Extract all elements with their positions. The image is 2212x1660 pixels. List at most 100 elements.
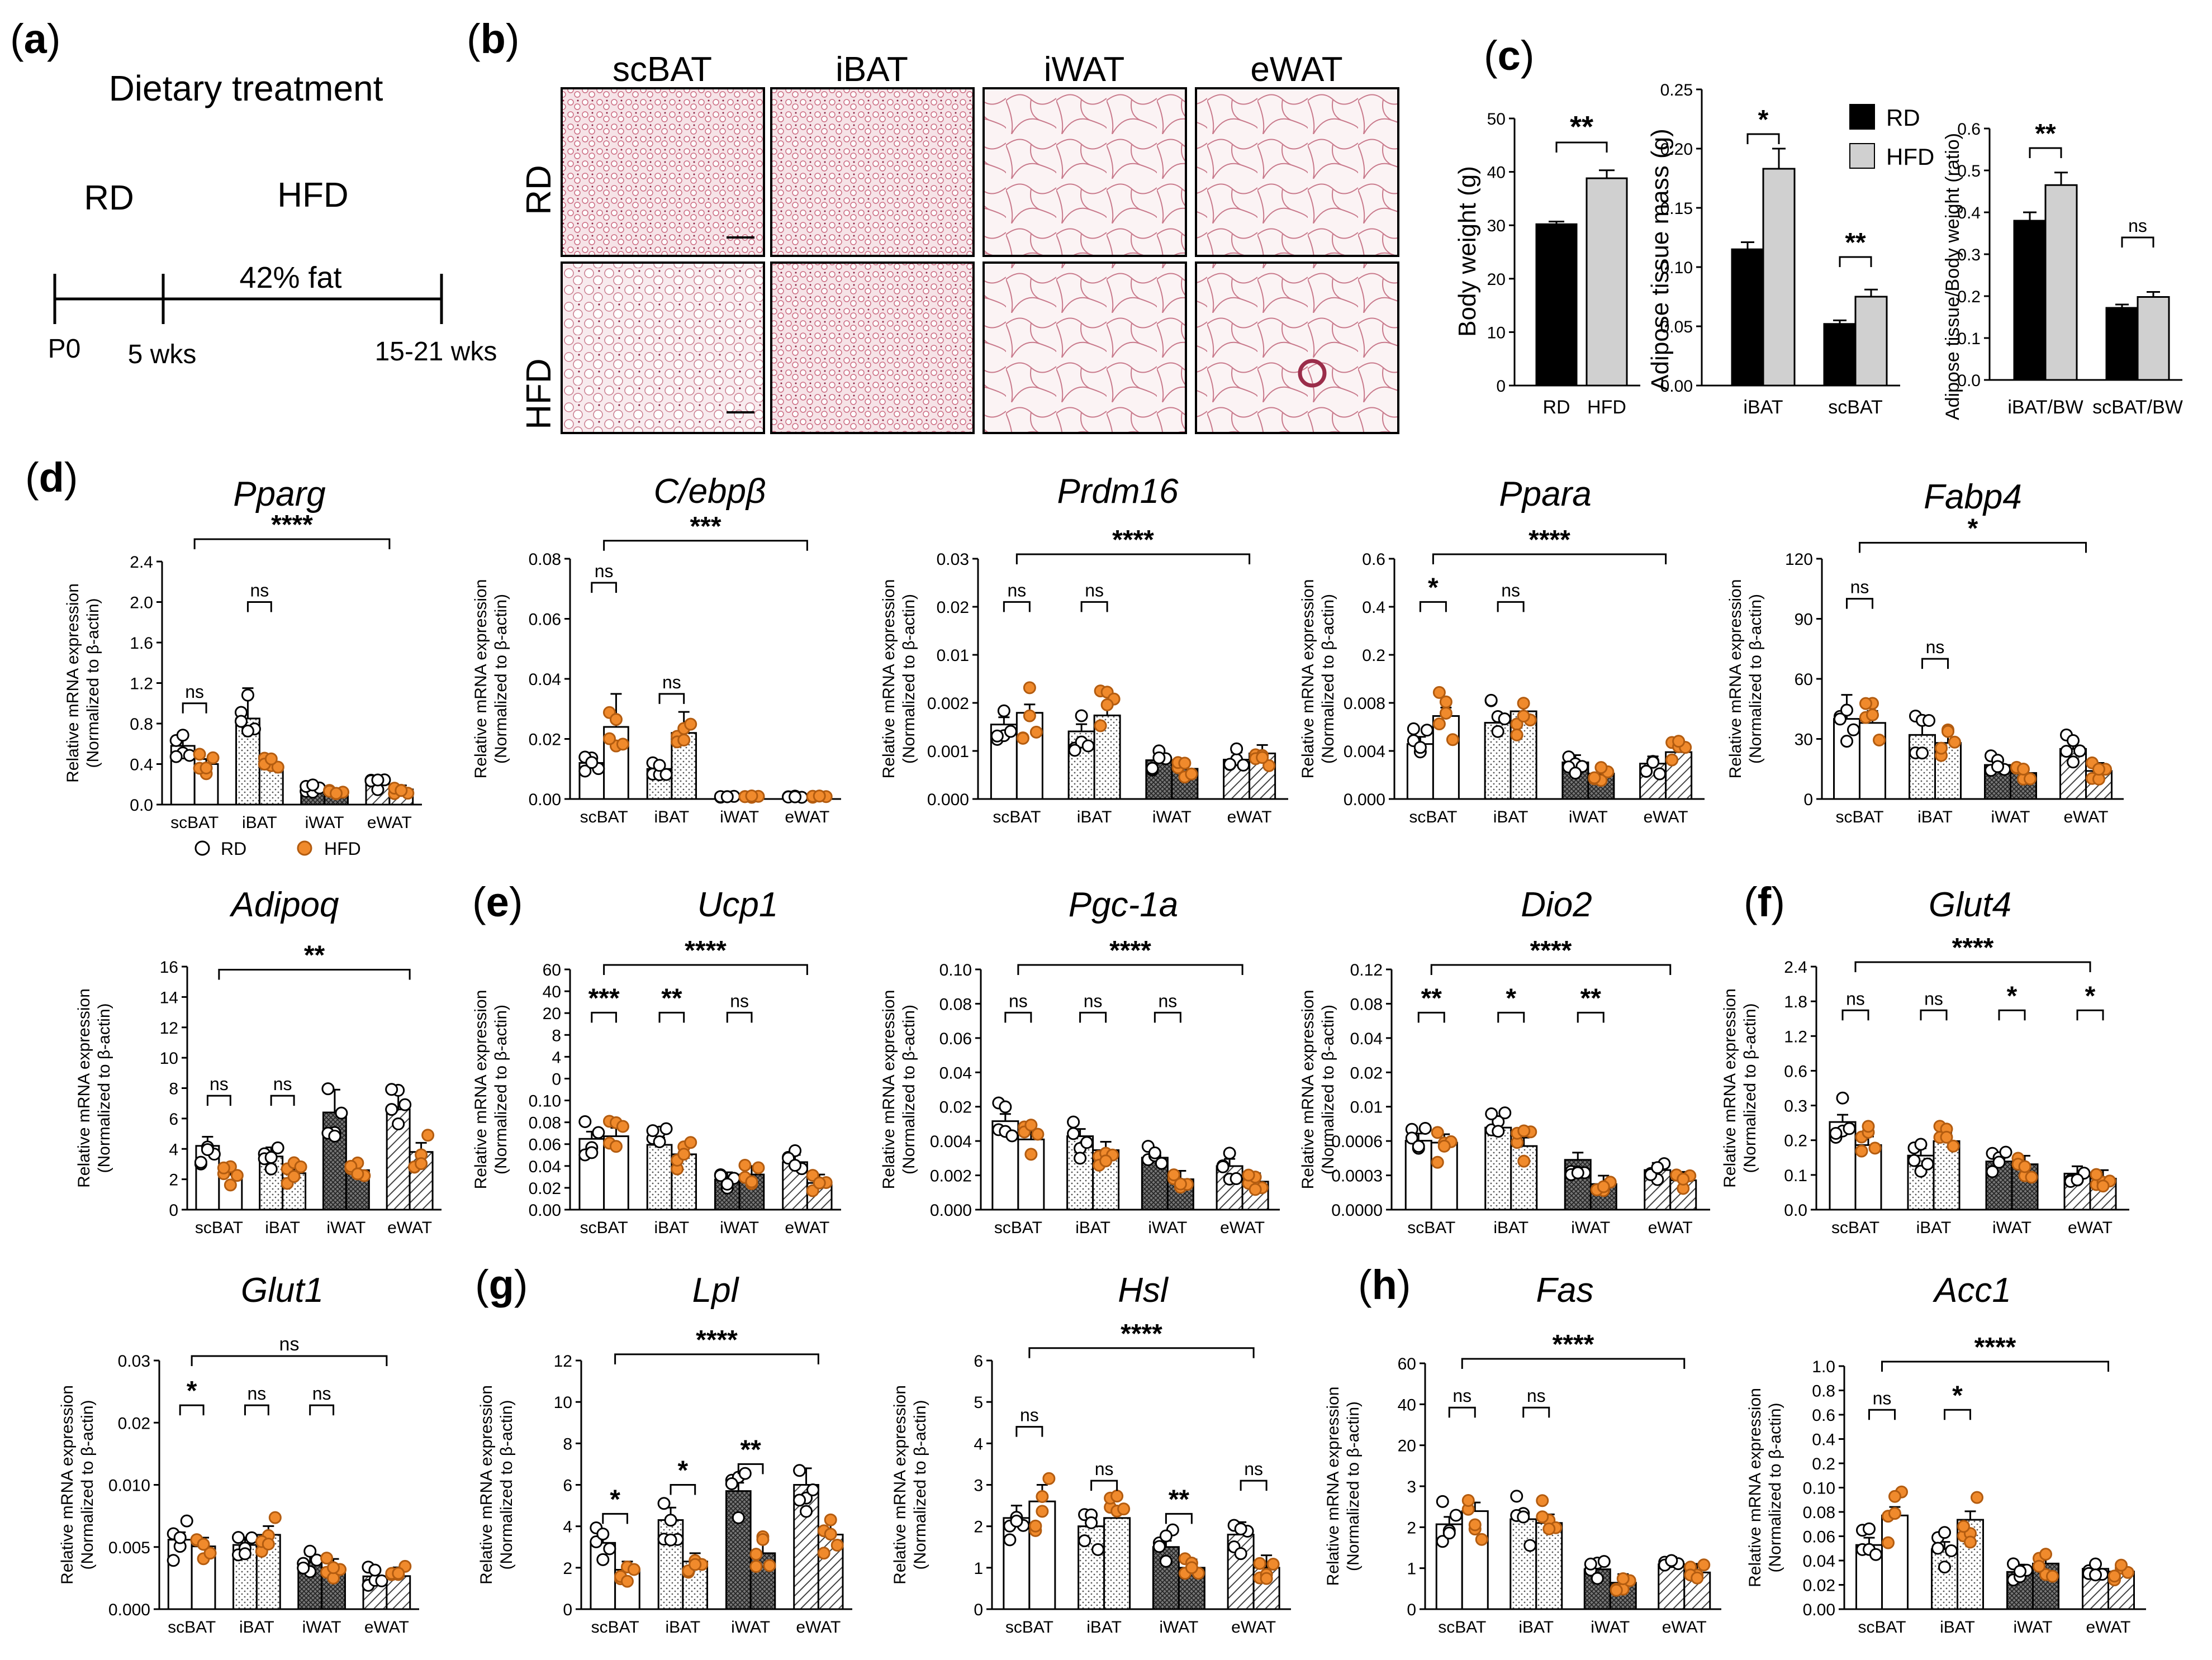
ucp1-ylabel-1: Relative mRNA expression bbox=[472, 990, 490, 1190]
c1-y-tick-label: 30 bbox=[1487, 217, 1506, 235]
prdm16-point-rd bbox=[1075, 709, 1088, 722]
c3-bar-HFD bbox=[2137, 296, 2170, 381]
c2-sig-label: * bbox=[1758, 105, 1769, 135]
fas-point-hfd bbox=[1616, 1572, 1630, 1585]
glut1-point-rd bbox=[167, 1554, 180, 1567]
pparg-x-label: iBAT bbox=[242, 814, 277, 832]
glut1-x-label: eWAT bbox=[364, 1618, 409, 1637]
c1-bar bbox=[1586, 177, 1628, 387]
ppara-point-hfd bbox=[1517, 697, 1530, 710]
pparg-point-hfd bbox=[193, 748, 206, 761]
hsl-point-rd bbox=[1234, 1523, 1247, 1536]
hsl-sig-label: ** bbox=[1169, 1485, 1190, 1514]
dio2-point-hfd bbox=[1437, 1139, 1451, 1153]
lpl-point-rd bbox=[806, 1483, 820, 1496]
prdm16-ylabel-1: Relative mRNA expression bbox=[880, 579, 898, 779]
fabp4-sig-bracket bbox=[1846, 598, 1873, 609]
hsl-bar-hfd bbox=[1103, 1517, 1131, 1610]
fas-point-hfd bbox=[1697, 1558, 1711, 1572]
histology-image-HFD-eWAT bbox=[1195, 261, 1399, 434]
glut1-sig-label: ns bbox=[312, 1383, 331, 1404]
ucp1-point-rd bbox=[646, 1124, 659, 1138]
cebpb-point-hfd bbox=[813, 789, 826, 803]
hsl-point-hfd bbox=[1253, 1557, 1266, 1570]
acc1-bar-rd bbox=[1931, 1548, 1958, 1610]
timeline-phase-hfd: HFD bbox=[277, 176, 348, 215]
timeline-tick-label: P0 bbox=[48, 334, 81, 364]
c1-sig-bracket bbox=[1555, 141, 1608, 153]
adipoq-point-hfd bbox=[287, 1170, 301, 1183]
pparg-y-tick-label: 1.2 bbox=[130, 675, 153, 693]
acc1-y-tick-label: 0.10 bbox=[1803, 1480, 1835, 1498]
lpl-sig-label: **** bbox=[696, 1325, 738, 1355]
hsl-y-tick-label: 4 bbox=[974, 1435, 983, 1453]
glut4-y-tick-label: 0.1 bbox=[1784, 1167, 1807, 1185]
ppara-sig-bracket bbox=[1419, 601, 1447, 612]
acc1-point-hfd bbox=[1882, 1536, 1895, 1549]
legend-rd-dot bbox=[194, 840, 210, 856]
adipoq-point-rd bbox=[264, 1162, 278, 1176]
timeline-tick-label: 15-21 wks bbox=[375, 337, 497, 367]
fabp4-point-hfd bbox=[1873, 734, 1886, 747]
pgc1a-point-rd bbox=[1067, 1115, 1080, 1129]
ppara-y-tick-label: 0.000 bbox=[1344, 791, 1385, 809]
lpl-x-label: eWAT bbox=[796, 1618, 841, 1637]
fabp4-point-rd bbox=[1847, 723, 1860, 736]
fabp4-x-label: iWAT bbox=[1991, 808, 2030, 826]
hsl-y-tick-label: 0 bbox=[974, 1601, 983, 1619]
glut4-point-rd bbox=[1992, 1155, 2006, 1169]
dio2-y-tick-label: 0.02 bbox=[1350, 1064, 1383, 1082]
pgc1a-point-hfd bbox=[1167, 1168, 1180, 1182]
ucp1-bar-rd bbox=[646, 1144, 673, 1211]
pgc1a-point-rd bbox=[1005, 1129, 1019, 1143]
acc1-point-hfd bbox=[1888, 1507, 1901, 1520]
ppara-point-hfd bbox=[1517, 710, 1530, 723]
adipoq-ylabel-2: (Normalized to β-actin) bbox=[95, 1003, 113, 1173]
glut4-bar-hfd bbox=[1933, 1140, 1961, 1211]
glut1-sig-label: ns bbox=[247, 1383, 266, 1404]
ucp1-point-hfd bbox=[609, 1140, 623, 1153]
hsl-y-tick-label: 2 bbox=[974, 1518, 983, 1537]
ppara-x-label: iWAT bbox=[1569, 808, 1608, 826]
dio2-x-label: iWAT bbox=[1571, 1219, 1610, 1237]
adipoq-point-rd bbox=[201, 1143, 214, 1156]
fas-title: Fas bbox=[1536, 1271, 1593, 1310]
glut1-point-rd bbox=[303, 1544, 317, 1558]
hsl-point-rd bbox=[1091, 1543, 1105, 1556]
lpl-y-tick-label: 6 bbox=[563, 1477, 572, 1495]
dio2-point-hfd bbox=[1431, 1155, 1444, 1169]
fas-point-rd bbox=[1517, 1510, 1530, 1524]
pparg-sig-bracket bbox=[193, 538, 391, 549]
fas-x-label: iBAT bbox=[1518, 1618, 1554, 1637]
pgc1a-point-hfd bbox=[1242, 1168, 1255, 1182]
adipoq-point-rd bbox=[392, 1117, 405, 1131]
pgc1a-y-tick-label: 0.004 bbox=[930, 1133, 972, 1151]
pgc1a-y-tick-label: 0.002 bbox=[930, 1167, 972, 1186]
acc1-sig-bracket bbox=[1944, 1409, 1971, 1420]
prdm16-point-hfd bbox=[1023, 709, 1036, 722]
fabp4-y-tick-label: 120 bbox=[1785, 550, 1813, 569]
adipoq-ylabel-1: Relative mRNA expression bbox=[75, 988, 93, 1188]
fas-x-label: scBAT bbox=[1438, 1618, 1486, 1637]
fas-y-tick-label: 40 bbox=[1398, 1396, 1416, 1414]
prdm16-point-rd bbox=[997, 704, 1010, 717]
pparg-y-tick-label: 2.4 bbox=[130, 553, 153, 572]
lpl-point-rd bbox=[596, 1527, 610, 1540]
adipoq-sig-label: ** bbox=[304, 940, 325, 970]
ucp1-point-hfd bbox=[677, 1148, 691, 1161]
prdm16-point-hfd bbox=[1100, 698, 1114, 711]
ucp1-y-tick-label: 0.04 bbox=[529, 1158, 561, 1176]
glut1-y-tick-label: 0.010 bbox=[108, 1477, 150, 1495]
panel-label: (d) bbox=[25, 454, 78, 501]
pparg-sig-bracket bbox=[182, 702, 207, 714]
hsl-sig-bracket bbox=[1028, 1347, 1255, 1358]
ucp1-y-tick-label: 8 bbox=[552, 1026, 561, 1045]
dio2-title: Dio2 bbox=[1521, 886, 1592, 924]
pparg-point-rd bbox=[176, 729, 189, 742]
dio2-sig-label: **** bbox=[1530, 936, 1572, 965]
lpl-sig-bracket bbox=[614, 1353, 819, 1364]
glut4-y-tick-label: 2.4 bbox=[1784, 958, 1807, 977]
hsl-bar-rd bbox=[1003, 1517, 1031, 1610]
c1-y-tick-label: 10 bbox=[1487, 324, 1506, 342]
glut1-point-rd bbox=[368, 1563, 382, 1577]
